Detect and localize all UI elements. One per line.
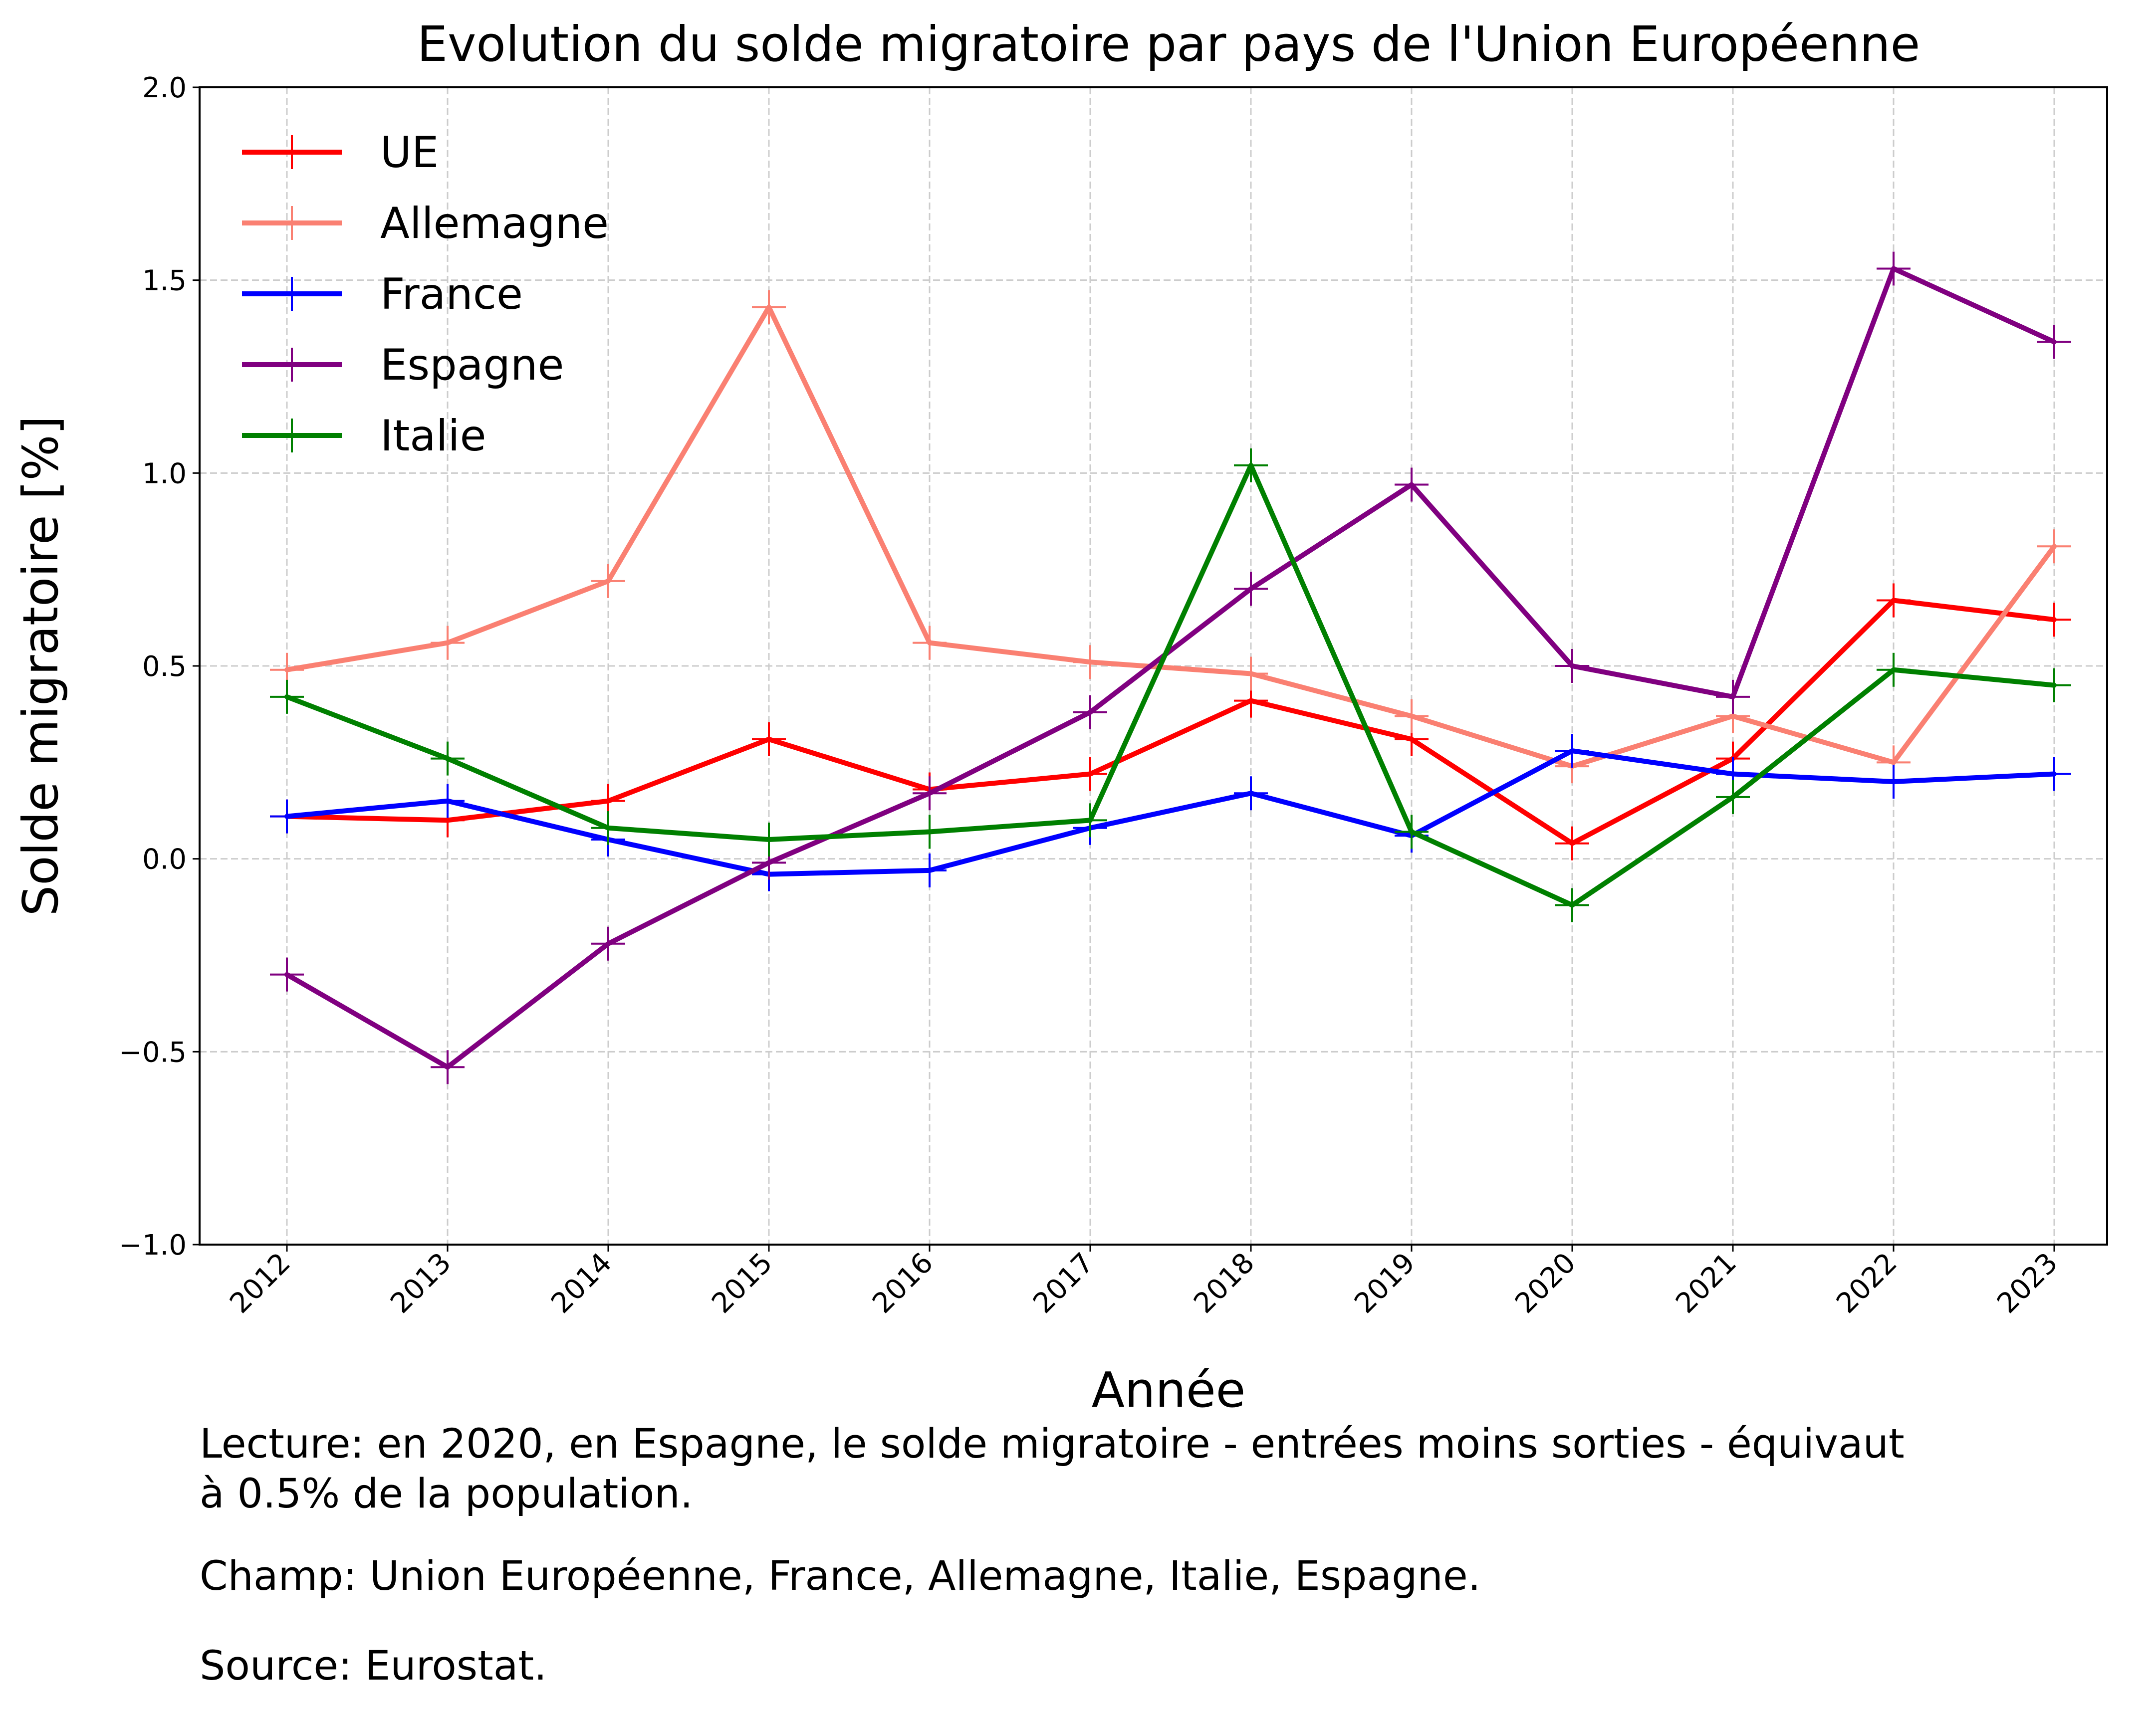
- y-tick-label: 2.0: [142, 72, 187, 104]
- x-tick-label: 2017: [1027, 1247, 1100, 1320]
- x-tick-label: 2013: [384, 1247, 458, 1320]
- x-tick-label: 2020: [1509, 1247, 1582, 1320]
- data-point-france: [913, 853, 947, 887]
- data-point-espagne: [270, 957, 304, 992]
- y-tick-label: −1.0: [119, 1229, 187, 1262]
- grid: [200, 87, 2107, 1245]
- scope-note: Champ: Union Européenne, France, Allemag…: [200, 1553, 1481, 1600]
- data-point-italie: [752, 823, 786, 857]
- x-tick-label: 2014: [545, 1247, 618, 1320]
- series-line-italie: [284, 462, 2057, 908]
- data-point-france: [270, 799, 304, 834]
- x-tick-label: 2021: [1670, 1247, 1743, 1320]
- data-point-allemagne: [2037, 529, 2071, 564]
- x-tick-label: 2012: [224, 1247, 297, 1320]
- data-point-espagne: [1395, 467, 1429, 502]
- data-point-italie: [1073, 803, 1107, 838]
- data-point-allemagne: [752, 290, 786, 324]
- data-point-ue: [1555, 826, 1589, 860]
- data-point-allemagne: [431, 626, 465, 660]
- data-point-allemagne: [1234, 656, 1268, 691]
- data-point-allemagne: [1073, 645, 1107, 679]
- x-tick-label: 2023: [1991, 1247, 2064, 1320]
- data-point-espagne: [591, 926, 625, 961]
- legend-label-espagne: Espagne: [380, 340, 564, 390]
- legend-marker-allemagne: [275, 206, 309, 240]
- data-point-italie: [1716, 780, 1750, 814]
- x-tick-label: 2015: [706, 1247, 779, 1320]
- reading-note: Lecture: en 2020, en Espagne, le solde m…: [200, 1421, 1905, 1517]
- data-point-ue: [1877, 583, 1911, 618]
- data-point-italie: [270, 679, 304, 714]
- data-point-espagne: [431, 1050, 465, 1084]
- data-point-france: [2037, 757, 2071, 791]
- data-point-espagne: [1716, 679, 1750, 714]
- data-point-espagne: [913, 776, 947, 811]
- legend: UE Allemagne France Espagne Italie: [242, 128, 609, 461]
- y-tick-label: 1.0: [142, 457, 187, 490]
- data-point-allemagne: [913, 626, 947, 660]
- data-point-ue: [752, 722, 786, 756]
- data-point-italie: [1234, 448, 1268, 482]
- legend-marker-ue: [275, 135, 309, 169]
- data-point-allemagne: [591, 564, 625, 598]
- y-tick-label: 0.5: [142, 650, 187, 683]
- axes: −1.0 −0.5 0.0 0.5 1.0 1.5 2.0 2012 2013 2014 2015 2…: [119, 72, 2064, 1320]
- data-point-espagne: [1234, 572, 1268, 606]
- data-point-italie: [431, 741, 465, 776]
- data-point-ue: [1073, 757, 1107, 791]
- series-line-espagne: [284, 266, 2057, 1070]
- chart-title: Evolution du solde migratoire par pays d…: [417, 16, 1920, 72]
- data-point-allemagne: [1395, 699, 1429, 733]
- legend-marker-italie: [275, 419, 309, 452]
- data-point-italie: [1555, 888, 1589, 922]
- y-tick-label: 0.0: [142, 844, 187, 876]
- x-tick-label: 2022: [1830, 1247, 1904, 1320]
- series-line-ue: [284, 598, 2057, 846]
- y-tick-label: −0.5: [119, 1036, 187, 1069]
- data-point-italie: [591, 811, 625, 845]
- series-line-france: [284, 748, 2057, 877]
- legend-label-allemagne: Allemagne: [380, 199, 609, 248]
- legend-label-italie: Italie: [380, 411, 486, 461]
- data-point-espagne: [1877, 251, 1911, 286]
- x-tick-label: 2016: [866, 1247, 940, 1320]
- data-point-espagne: [2037, 325, 2071, 359]
- legend-label-france: France: [380, 269, 523, 319]
- x-tick-label: 2019: [1348, 1247, 1422, 1320]
- data-point-italie: [1877, 652, 1911, 687]
- y-tick-label: 1.5: [142, 265, 187, 297]
- data-point-france: [431, 784, 465, 818]
- data-point-italie: [913, 815, 947, 849]
- data-point-ue: [2037, 603, 2071, 637]
- data-point-espagne: [1073, 695, 1107, 729]
- x-axis-label: Année: [1092, 1362, 1246, 1418]
- data-point-italie: [2037, 668, 2071, 702]
- data-point-france: [1555, 734, 1589, 768]
- series-lines: [270, 251, 2071, 1084]
- data-point-france: [1234, 776, 1268, 811]
- x-tick-label: 2018: [1188, 1247, 1261, 1320]
- y-axis-label: Solde migratoire [%]: [12, 416, 69, 916]
- series-line-allemagne: [284, 304, 2057, 769]
- legend-marker-france: [275, 277, 309, 311]
- data-point-italie: [1395, 815, 1429, 849]
- data-point-france: [1877, 765, 1911, 799]
- source-note: Source: Eurostat.: [200, 1643, 547, 1690]
- data-point-espagne: [1555, 649, 1589, 683]
- legend-marker-espagne: [275, 348, 309, 382]
- legend-label-ue: UE: [380, 128, 439, 178]
